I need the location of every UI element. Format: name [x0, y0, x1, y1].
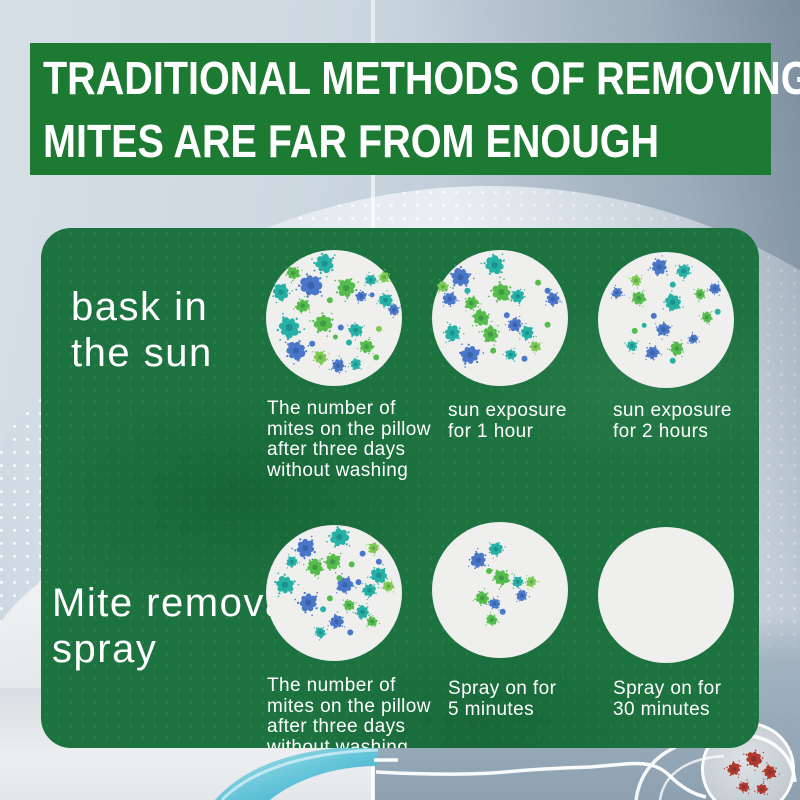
text-line: Spray on for — [448, 678, 557, 699]
mite-sample-circle-unwashed-2 — [266, 523, 402, 661]
cyan-ribbon-swoosh — [215, 745, 378, 800]
mites-illustration — [468, 541, 540, 627]
text-line: without washing — [267, 459, 409, 481]
text-line: mites on the pillow — [267, 418, 431, 440]
text-line: The number of — [267, 675, 396, 696]
text-line: Mite removal — [52, 581, 299, 625]
text-line: Spray on for — [613, 678, 722, 699]
text-line: 30 minutes — [613, 698, 710, 720]
headline-line-2: MITES ARE FAR FROM ENOUGH — [43, 114, 660, 167]
text-line: mites on the pillow — [267, 695, 431, 717]
power-cable-line — [374, 758, 707, 799]
mites-illustration — [610, 255, 721, 364]
row-label-bask-in-the-sun: bask in the sun — [71, 284, 213, 376]
headline-line-1: TRADITIONAL METHODS OF REMOVING — [43, 51, 800, 104]
text-line: after three days — [267, 439, 406, 460]
mites-illustration — [274, 523, 395, 641]
caption-spray-30-min: Spray on for 30 minutes — [613, 678, 722, 720]
headline-banner: TRADITIONAL METHODS OF REMOVING MITES AR… — [30, 43, 800, 175]
mite-sample-circle-unwashed-1 — [266, 250, 402, 386]
mites-illustration — [436, 253, 563, 368]
caption-sun-1-hour: sun exposure for 1 hour — [448, 400, 567, 442]
text-line: spray — [52, 627, 158, 671]
text-line: sun exposure — [613, 400, 732, 421]
text-line: the sun — [71, 331, 213, 375]
mite-sample-circle-spray-5-min — [432, 522, 568, 658]
text-line: for 1 hour — [448, 420, 534, 442]
text-line: 5 minutes — [448, 698, 534, 720]
row-label-mite-removal-spray: Mite removal spray — [52, 580, 299, 672]
mite-sample-circle-sun-1-hour — [432, 250, 568, 386]
text-line: bask in — [71, 285, 209, 329]
text-line: without washing — [267, 736, 409, 748]
comparison-panel: bask in the sun Mite removal spray The num… — [41, 228, 759, 748]
text-line: sun exposure — [448, 400, 567, 421]
caption-unwashed-1: The number of mites on the pillow after th… — [267, 398, 431, 481]
text-line: for 2 hours — [613, 420, 709, 442]
caption-unwashed-2: The number of mites on the pillow after th… — [267, 675, 431, 748]
mite-sample-circle-sun-2-hours — [598, 252, 734, 388]
caption-sun-2-hours: sun exposure for 2 hours — [613, 400, 732, 442]
caption-spray-5-min: Spray on for 5 minutes — [448, 678, 557, 720]
text-line: The number of — [267, 398, 396, 419]
mite-sample-circle-spray-30-min — [598, 527, 734, 663]
mites-illustration — [598, 527, 734, 663]
mites-illustration — [272, 252, 402, 374]
text-line: after three days — [267, 716, 406, 737]
